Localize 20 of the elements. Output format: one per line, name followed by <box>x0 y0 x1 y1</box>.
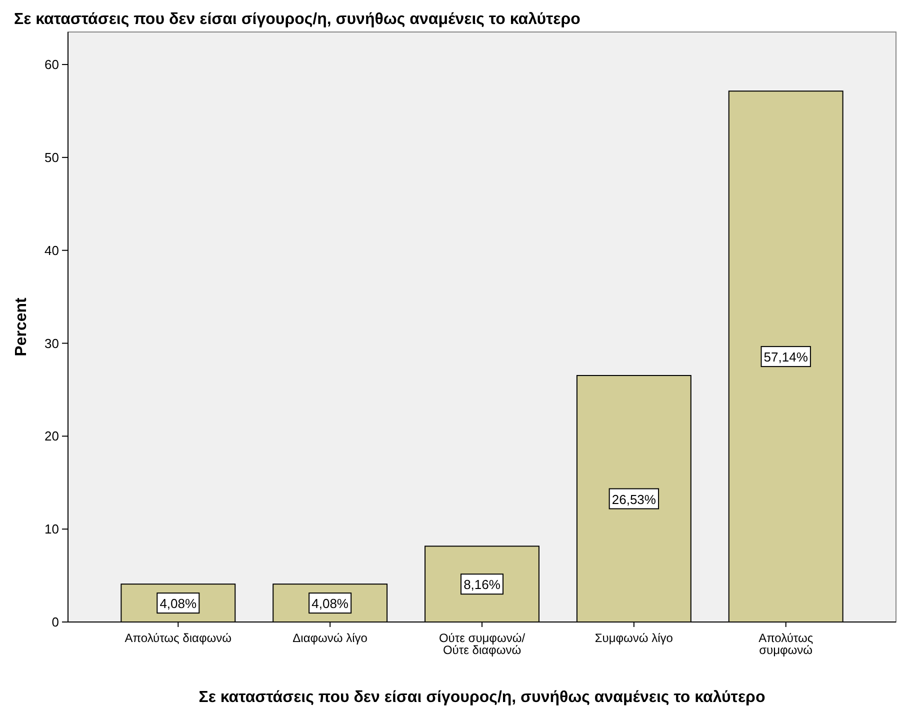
x-tick-label: Απολύτως διαφωνώ <box>124 631 232 645</box>
x-tick-label: Ούτε συμφωνώ/ Ούτε διαφωνώ <box>438 631 526 657</box>
data-label: 57,14% <box>764 350 808 365</box>
data-label: 4,08% <box>160 596 198 612</box>
x-tick-label: Απολύτως συμφωνώ <box>758 631 814 657</box>
data-label: 8,16% <box>464 577 501 592</box>
y-tick-label: 60 <box>44 57 59 72</box>
chart-title: Σε καταστάσεις που δεν είσαι σίγουρος/η, συνήθως αναμένεις το καλύτερο <box>14 11 581 28</box>
x-axis-title: Σε καταστάσεις που δεν είσαι σίγουρος/η, συνήθως αναμένεις το καλύτερο <box>198 689 766 706</box>
data-label: 4,08% <box>312 596 349 612</box>
y-tick-label: 40 <box>44 242 59 258</box>
y-tick-label: 0 <box>52 614 59 630</box>
y-tick-label: 30 <box>44 336 59 351</box>
data-label: 26,53% <box>612 492 656 507</box>
x-tick-label: Συμφωνώ λίγο <box>594 631 674 645</box>
y-tick-label: 20 <box>44 428 59 444</box>
y-tick-label: 50 <box>44 150 59 165</box>
x-tick-label: Διαφωνώ λίγο <box>292 631 368 645</box>
y-axis-title: Percent <box>13 296 30 356</box>
y-tick-label: 10 <box>44 522 59 537</box>
